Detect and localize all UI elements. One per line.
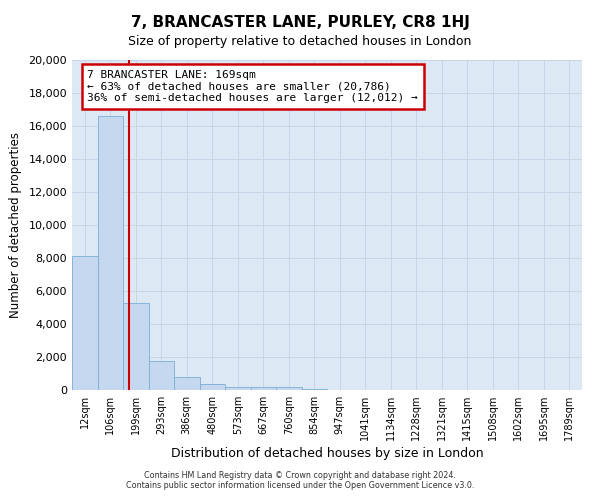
- Bar: [225, 386, 251, 390]
- Bar: [97, 116, 123, 390]
- Text: Contains HM Land Registry data © Crown copyright and database right 2024.
Contai: Contains HM Land Registry data © Crown c…: [126, 470, 474, 490]
- Bar: [149, 361, 174, 390]
- Bar: [72, 256, 97, 390]
- Text: 7, BRANCASTER LANE, PURLEY, CR8 1HJ: 7, BRANCASTER LANE, PURLEY, CR8 1HJ: [131, 15, 469, 30]
- Bar: [199, 384, 225, 390]
- Bar: [251, 386, 276, 390]
- Bar: [123, 302, 149, 390]
- Bar: [302, 389, 327, 390]
- Bar: [174, 377, 199, 390]
- Bar: [276, 386, 302, 390]
- Text: Size of property relative to detached houses in London: Size of property relative to detached ho…: [128, 35, 472, 48]
- Text: 7 BRANCASTER LANE: 169sqm
← 63% of detached houses are smaller (20,786)
36% of s: 7 BRANCASTER LANE: 169sqm ← 63% of detac…: [88, 70, 418, 103]
- X-axis label: Distribution of detached houses by size in London: Distribution of detached houses by size …: [170, 448, 484, 460]
- Y-axis label: Number of detached properties: Number of detached properties: [8, 132, 22, 318]
